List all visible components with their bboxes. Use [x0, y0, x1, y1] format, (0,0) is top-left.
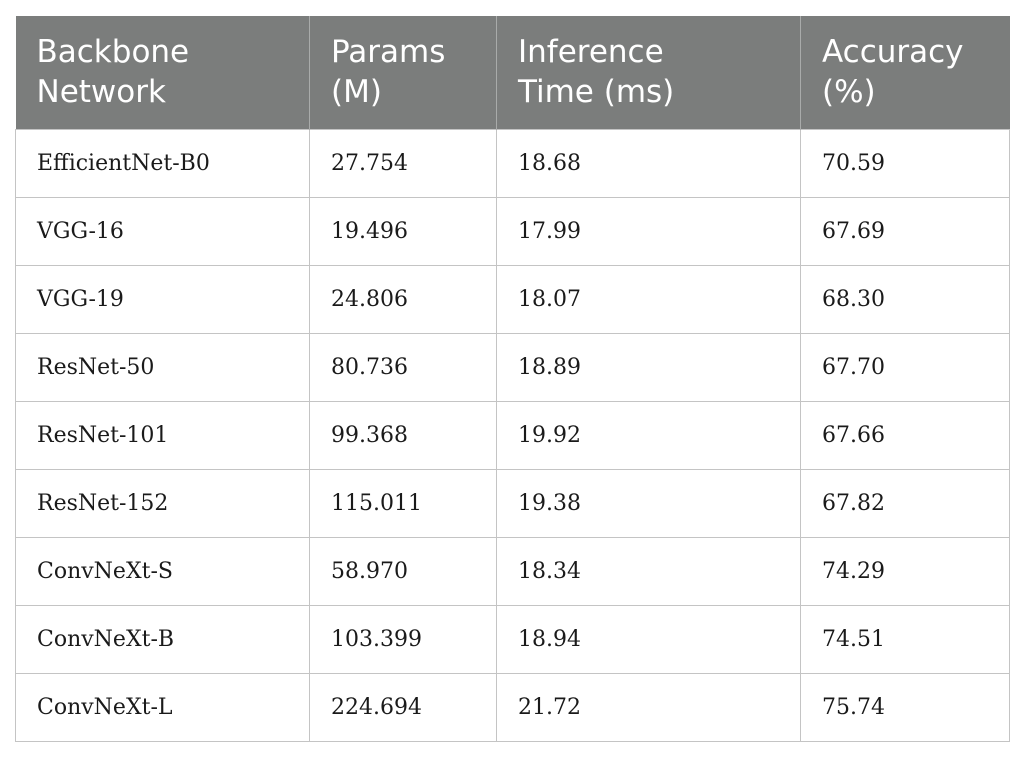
cell-inference-time: 17.99 — [496, 196, 801, 266]
cell-accuracy: 70.59 — [800, 128, 1010, 198]
cell-backbone: EfficientNet-B0 — [15, 128, 310, 198]
table-body: EfficientNet-B0 27.754 18.68 70.59 VGG-1… — [15, 128, 1010, 742]
cell-params: 80.736 — [309, 332, 497, 402]
cell-params: 103.399 — [309, 604, 497, 674]
cell-backbone: VGG-19 — [15, 264, 310, 334]
table-row: EfficientNet-B0 27.754 18.68 70.59 — [15, 128, 1010, 198]
cell-backbone: ConvNeXt-B — [15, 604, 310, 674]
cell-inference-time: 18.07 — [496, 264, 801, 334]
cell-params: 19.496 — [309, 196, 497, 266]
cell-accuracy: 68.30 — [800, 264, 1010, 334]
cell-backbone: ResNet-50 — [15, 332, 310, 402]
cell-accuracy: 74.29 — [800, 536, 1010, 606]
cell-accuracy: 67.66 — [800, 400, 1010, 470]
cell-accuracy: 74.51 — [800, 604, 1010, 674]
cell-accuracy: 67.69 — [800, 196, 1010, 266]
cell-backbone: VGG-16 — [15, 196, 310, 266]
cell-params: 27.754 — [309, 128, 497, 198]
cell-backbone: ConvNeXt-L — [15, 672, 310, 742]
header-accuracy: Accuracy (%) — [800, 16, 1010, 129]
cell-inference-time: 18.94 — [496, 604, 801, 674]
cell-inference-time: 18.89 — [496, 332, 801, 402]
header-backbone-network: Backbone Network — [15, 16, 310, 129]
cell-accuracy: 67.70 — [800, 332, 1010, 402]
table-row: ConvNeXt-L 224.694 21.72 75.74 — [15, 672, 1010, 742]
results-table: Backbone Network Params (M) Inference Ti… — [15, 16, 1010, 742]
cell-backbone: ResNet-152 — [15, 468, 310, 538]
cell-inference-time: 18.68 — [496, 128, 801, 198]
header-row: Backbone Network Params (M) Inference Ti… — [15, 16, 1010, 129]
cell-params: 224.694 — [309, 672, 497, 742]
cell-accuracy: 75.74 — [800, 672, 1010, 742]
header-inference-time: Inference Time (ms) — [496, 16, 801, 129]
table-row: VGG-16 19.496 17.99 67.69 — [15, 196, 1010, 266]
table-row: ResNet-50 80.736 18.89 67.70 — [15, 332, 1010, 402]
table-row: VGG-19 24.806 18.07 68.30 — [15, 264, 1010, 334]
header-params: Params (M) — [309, 16, 497, 129]
cell-inference-time: 18.34 — [496, 536, 801, 606]
table-row: ConvNeXt-S 58.970 18.34 74.29 — [15, 536, 1010, 606]
cell-backbone: ResNet-101 — [15, 400, 310, 470]
cell-backbone: ConvNeXt-S — [15, 536, 310, 606]
cell-accuracy: 67.82 — [800, 468, 1010, 538]
cell-params: 115.011 — [309, 468, 497, 538]
table-header: Backbone Network Params (M) Inference Ti… — [15, 16, 1010, 129]
cell-inference-time: 21.72 — [496, 672, 801, 742]
cell-params: 58.970 — [309, 536, 497, 606]
cell-inference-time: 19.38 — [496, 468, 801, 538]
cell-params: 24.806 — [309, 264, 497, 334]
table-row: ResNet-152 115.011 19.38 67.82 — [15, 468, 1010, 538]
table-row: ConvNeXt-B 103.399 18.94 74.51 — [15, 604, 1010, 674]
cell-params: 99.368 — [309, 400, 497, 470]
cell-inference-time: 19.92 — [496, 400, 801, 470]
table-row: ResNet-101 99.368 19.92 67.66 — [15, 400, 1010, 470]
